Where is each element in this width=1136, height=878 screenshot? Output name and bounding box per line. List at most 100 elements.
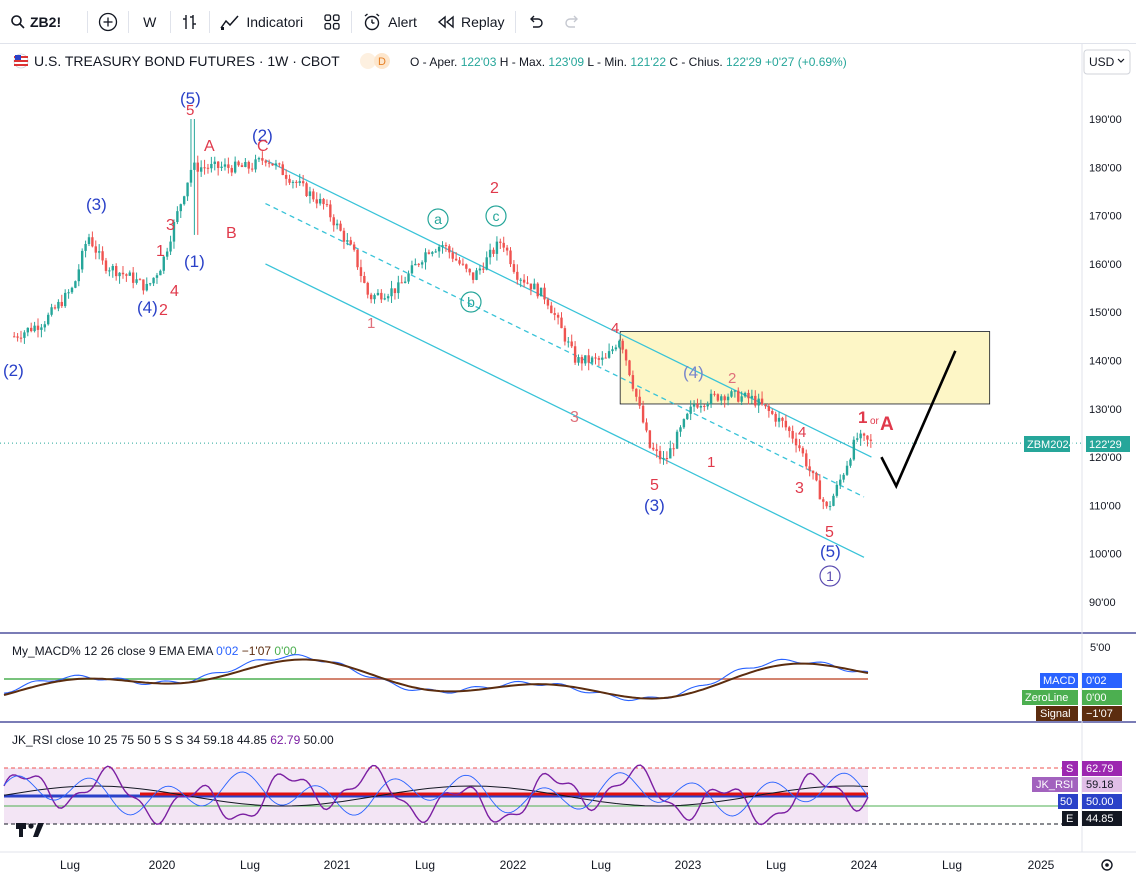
candle-body xyxy=(771,411,774,414)
svg-text:50: 50 xyxy=(1060,796,1072,808)
replay-button[interactable]: Replay xyxy=(427,0,515,44)
alert-button[interactable]: Alert xyxy=(352,0,427,44)
currency-selector[interactable]: USD xyxy=(1083,49,1131,75)
alert-label: Alert xyxy=(388,13,417,30)
candle-body xyxy=(475,270,478,280)
symbol-search-button[interactable]: ZB2! xyxy=(0,0,71,44)
candle-body xyxy=(196,162,199,172)
candle-body xyxy=(414,263,417,266)
candle-body xyxy=(135,279,138,283)
layouts-button[interactable] xyxy=(313,0,351,44)
candle-body xyxy=(594,357,597,359)
bar-chart-icon xyxy=(181,13,199,31)
redo-button[interactable] xyxy=(554,0,592,44)
data-delayed-badge[interactable]: D xyxy=(360,53,390,69)
price-tick-label: 110'00 xyxy=(1089,500,1121,512)
divider xyxy=(170,10,172,33)
candle-body xyxy=(427,252,431,254)
settings-gear-icon[interactable] xyxy=(1101,859,1113,871)
candle-body xyxy=(383,298,386,300)
svg-text:E: E xyxy=(1066,813,1073,825)
indicators-label: Indicatori xyxy=(246,13,304,30)
search-icon xyxy=(10,14,26,30)
wave-label-red: 2 xyxy=(159,302,168,319)
candle-body xyxy=(199,167,203,172)
candle-body xyxy=(488,249,492,258)
macd-axis-tick: 5'00 xyxy=(1090,642,1110,654)
chart-type-button[interactable] xyxy=(171,0,209,44)
candle-body xyxy=(740,396,743,402)
candle-body xyxy=(227,164,230,168)
wave-circle xyxy=(427,208,449,230)
candle-body xyxy=(329,204,332,218)
candle-body xyxy=(794,438,798,446)
candle-body xyxy=(220,166,223,168)
price-axis[interactable]: 190'00 180'00 170'00 160'00 150'00 140'00 130'… xyxy=(1089,114,1122,609)
candle-body xyxy=(257,158,261,160)
candle-body xyxy=(288,178,291,183)
candle-body xyxy=(733,390,737,392)
price-tick-label: 90'00 xyxy=(1089,597,1116,609)
candle-body xyxy=(825,501,828,507)
candle-body xyxy=(159,270,162,276)
wave-label-blue: (2) xyxy=(252,126,273,145)
add-symbol-button[interactable] xyxy=(88,0,128,44)
candle-body xyxy=(798,445,801,449)
candle-body xyxy=(529,283,533,290)
candle-body xyxy=(512,264,516,272)
undo-button[interactable] xyxy=(516,0,554,44)
candle-body xyxy=(587,355,590,363)
candle-body xyxy=(16,336,19,338)
badge-label: D xyxy=(378,56,386,68)
interval-button[interactable]: W xyxy=(143,13,157,30)
candle-body xyxy=(686,413,689,420)
svg-text:Signal: Signal xyxy=(1040,708,1071,720)
candle-body xyxy=(655,449,658,451)
candle-body xyxy=(390,288,393,297)
alarm-clock-icon xyxy=(362,12,382,32)
candle-body xyxy=(631,375,635,389)
wave-label-red: 1 xyxy=(156,243,165,260)
candle-body xyxy=(862,433,866,436)
macd-pane: My_MACD% 12 26 close 9 EMA EMA 0'02 −1'0… xyxy=(3,642,1122,721)
candle-body xyxy=(842,474,845,480)
candle-body xyxy=(417,263,420,265)
candle-body xyxy=(281,164,284,175)
candle-body xyxy=(526,282,529,284)
price-channel[interactable] xyxy=(265,159,872,558)
price-tick-label: 190'00 xyxy=(1089,114,1122,126)
candle-body xyxy=(577,357,580,363)
target-zone-box[interactable] xyxy=(619,331,991,405)
candle-body xyxy=(84,244,87,251)
candle-body xyxy=(393,288,397,294)
time-axis[interactable]: Lug 2020 Lug 2021 Lug 2022 Lug 2023 Lug 2024 Lug 20… xyxy=(60,858,1055,872)
chart-canvas[interactable]: U.S. TREASURY BOND FUTURES · 1W · CBOT D… xyxy=(0,44,1136,878)
projection-path[interactable] xyxy=(880,350,957,490)
candle-body xyxy=(832,495,835,506)
rsi-s-tag: S 62.79 xyxy=(1062,761,1122,776)
candle-body xyxy=(628,360,631,376)
candle-body xyxy=(856,438,859,440)
candle-body xyxy=(305,183,308,197)
candle-body xyxy=(703,405,706,407)
tradingview-logo[interactable] xyxy=(16,823,44,837)
indicators-button[interactable]: Indicatori xyxy=(210,0,313,44)
candle-body xyxy=(461,263,465,265)
zeroline-tag: ZeroLine 0'00 xyxy=(1022,690,1122,705)
channel-upper-line[interactable] xyxy=(265,159,872,458)
price-tick-label: 150'00 xyxy=(1089,307,1122,319)
candle-body xyxy=(767,406,771,412)
channel-lower-line[interactable] xyxy=(265,263,865,558)
candle-body xyxy=(19,337,23,339)
channel-mid-line[interactable] xyxy=(265,202,865,498)
candle-body xyxy=(420,262,424,265)
candle-body xyxy=(264,160,267,163)
candle-body xyxy=(601,357,604,360)
chart-legend: U.S. TREASURY BOND FUTURES · 1W · CBOT D… xyxy=(13,53,847,69)
wave-label-blue: (3) xyxy=(644,496,665,515)
candle-body xyxy=(638,396,641,406)
candle-body xyxy=(179,204,182,212)
candle-body xyxy=(573,346,577,363)
wave-label-red: 2 xyxy=(728,370,736,387)
candle-body xyxy=(186,182,189,197)
